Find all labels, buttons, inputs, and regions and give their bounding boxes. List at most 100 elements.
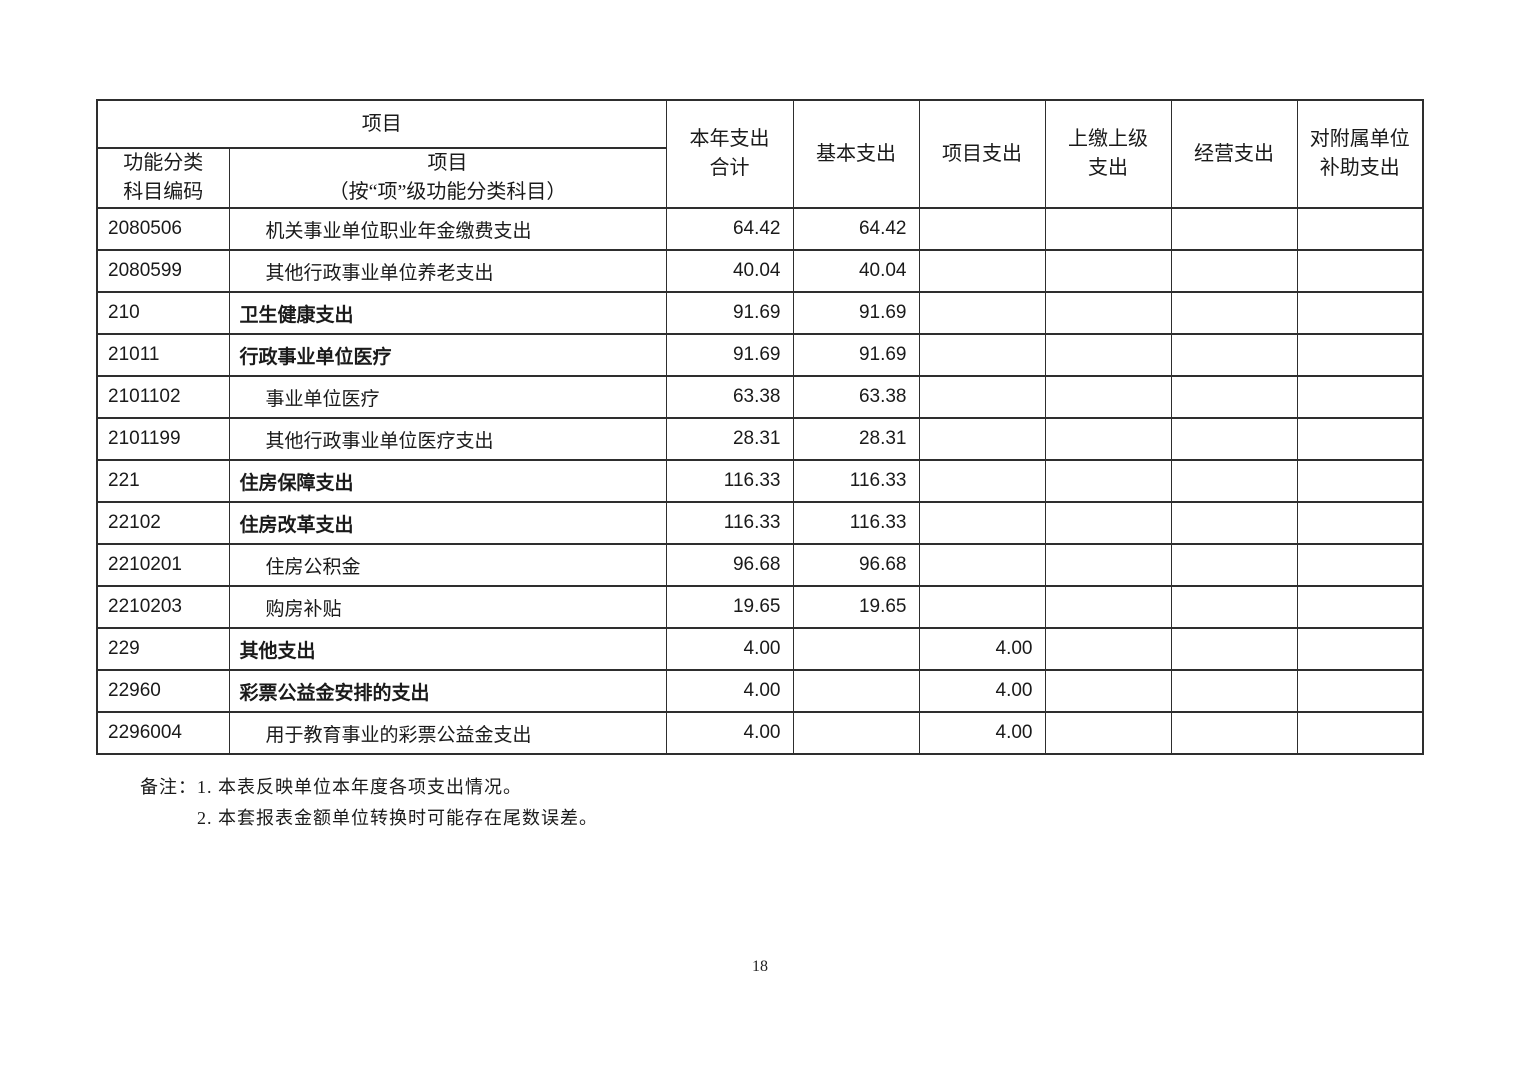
- row-value-total: 40.04: [665, 249, 794, 293]
- header-row-bottom: 功能分类 科目编码 项目 （按“项”级功能分类科目）: [96, 147, 1423, 209]
- row-value-basic: [792, 669, 920, 713]
- row-code: 21011: [96, 333, 230, 377]
- row-value-total: 116.33: [665, 459, 794, 503]
- row-value-operating: [1170, 375, 1298, 419]
- row-value-subsidy: [1296, 417, 1424, 461]
- row-name: 卫生健康支出: [228, 291, 667, 335]
- row-value-project: [918, 501, 1046, 545]
- row-value-total: 28.31: [665, 417, 794, 461]
- row-value-basic: 40.04: [792, 249, 920, 293]
- row-code: 229: [96, 627, 230, 671]
- row-name: 其他行政事业单位医疗支出: [228, 417, 667, 461]
- table-row: 210 卫生健康支出 91.69 91.69: [96, 291, 1424, 335]
- row-value-upper: [1044, 417, 1172, 461]
- row-value-project: [918, 333, 1046, 377]
- row-code: 221: [96, 459, 230, 503]
- row-value-operating: [1170, 249, 1298, 293]
- row-value-operating: [1170, 333, 1298, 377]
- row-value-total: 19.65: [665, 585, 794, 629]
- row-value-basic: 63.38: [792, 375, 920, 419]
- expenditure-table: 项目 本年支出 合计 基本支出 项目支出 上缴上级 支出 经营支出 对附属单位 补助支出 功能分…: [96, 99, 1424, 755]
- column-header-line: 对附属单位: [1309, 128, 1410, 150]
- row-value-total: 4.00: [665, 711, 794, 755]
- row-value-operating: [1170, 585, 1298, 629]
- row-value-operating: [1170, 207, 1298, 251]
- table-body: 2080506 机关事业单位职业年金缴费支出 64.42 64.42 20805…: [96, 207, 1424, 755]
- row-value-basic: 91.69: [792, 333, 920, 377]
- row-name: 事业单位医疗: [228, 375, 667, 419]
- row-value-upper: [1044, 459, 1172, 503]
- table-row: 2080599 其他行政事业单位养老支出 40.04 40.04: [96, 249, 1424, 293]
- row-value-basic: 91.69: [792, 291, 920, 335]
- row-value-basic: 19.65: [792, 585, 920, 629]
- row-value-total: 63.38: [665, 375, 794, 419]
- row-value-operating: [1170, 291, 1298, 335]
- row-value-project: 4.00: [918, 669, 1046, 713]
- header-item-line2: （按“项”级功能分类科目）: [328, 181, 567, 203]
- page-number: 18: [752, 958, 768, 975]
- row-value-upper: [1044, 543, 1172, 587]
- header-code-line1: 功能分类: [123, 152, 204, 174]
- row-value-project: 4.00: [918, 627, 1046, 671]
- row-value-upper: [1044, 627, 1172, 671]
- row-code: 2101199: [96, 417, 230, 461]
- column-header-line: 基本支出: [816, 142, 896, 165]
- row-value-upper: [1044, 333, 1172, 377]
- row-value-project: [918, 249, 1046, 293]
- column-header-line: 本年支出: [689, 128, 770, 150]
- row-value-subsidy: [1296, 249, 1424, 293]
- row-value-project: [918, 417, 1046, 461]
- footnotes: 备注：1. 本表反映单位本年度各项支出情况。 2. 本套报表金额单位转换时可能存…: [140, 772, 598, 834]
- row-value-subsidy: [1296, 375, 1424, 419]
- table-row: 221 住房保障支出 116.33 116.33: [96, 459, 1424, 503]
- row-value-project: [918, 543, 1046, 587]
- row-name: 住房改革支出: [228, 501, 667, 545]
- row-value-basic: 116.33: [792, 459, 920, 503]
- column-header-line: 补助支出: [1319, 157, 1400, 179]
- column-header-line: 项目支出: [942, 142, 1022, 165]
- column-header-upper: 上缴上级 支出: [1044, 99, 1172, 209]
- row-code: 2080506: [96, 207, 230, 251]
- row-value-total: 116.33: [665, 501, 794, 545]
- row-value-total: 96.68: [665, 543, 794, 587]
- footnote-2: 2. 本套报表金额单位转换时可能存在尾数误差。: [197, 808, 598, 828]
- row-value-project: [918, 207, 1046, 251]
- row-value-subsidy: [1296, 333, 1424, 377]
- column-header-line: 合计: [709, 157, 750, 179]
- row-code: 2080599: [96, 249, 230, 293]
- row-value-project: 4.00: [918, 711, 1046, 755]
- row-value-basic: 96.68: [792, 543, 920, 587]
- row-value-basic: 116.33: [792, 501, 920, 545]
- row-code: 22102: [96, 501, 230, 545]
- header-project-group: 项目: [96, 99, 667, 149]
- row-value-total: 4.00: [665, 669, 794, 713]
- header-item-column: 项目 （按“项”级功能分类科目）: [228, 147, 667, 209]
- header-code-column: 功能分类 科目编码: [96, 147, 230, 209]
- row-value-upper: [1044, 207, 1172, 251]
- row-value-upper: [1044, 711, 1172, 755]
- table-row: 22102 住房改革支出 116.33 116.33: [96, 501, 1424, 545]
- row-name: 住房保障支出: [228, 459, 667, 503]
- row-value-upper: [1044, 669, 1172, 713]
- row-value-basic: [792, 627, 920, 671]
- row-value-operating: [1170, 501, 1298, 545]
- row-name: 机关事业单位职业年金缴费支出: [228, 207, 667, 251]
- row-value-subsidy: [1296, 459, 1424, 503]
- row-value-project: [918, 459, 1046, 503]
- row-value-subsidy: [1296, 627, 1424, 671]
- row-name: 其他支出: [228, 627, 667, 671]
- row-value-total: 4.00: [665, 627, 794, 671]
- table-row: 229 其他支出 4.00 4.00: [96, 627, 1424, 671]
- table-row: 2210201 住房公积金 96.68 96.68: [96, 543, 1424, 587]
- row-value-operating: [1170, 417, 1298, 461]
- header-row-top: 项目 本年支出 合计 基本支出 项目支出 上缴上级 支出 经营支出 对附属单位 补助支出: [96, 99, 1424, 209]
- row-code: 2210203: [96, 585, 230, 629]
- row-value-operating: [1170, 669, 1298, 713]
- row-value-total: 91.69: [665, 291, 794, 335]
- table-row: 2080506 机关事业单位职业年金缴费支出 64.42 64.42: [96, 207, 1424, 251]
- row-code: 2101102: [96, 375, 230, 419]
- row-value-subsidy: [1296, 207, 1424, 251]
- row-code: 2210201: [96, 543, 230, 587]
- row-code: 2296004: [96, 711, 230, 755]
- table-row: 2101199 其他行政事业单位医疗支出 28.31 28.31: [96, 417, 1424, 461]
